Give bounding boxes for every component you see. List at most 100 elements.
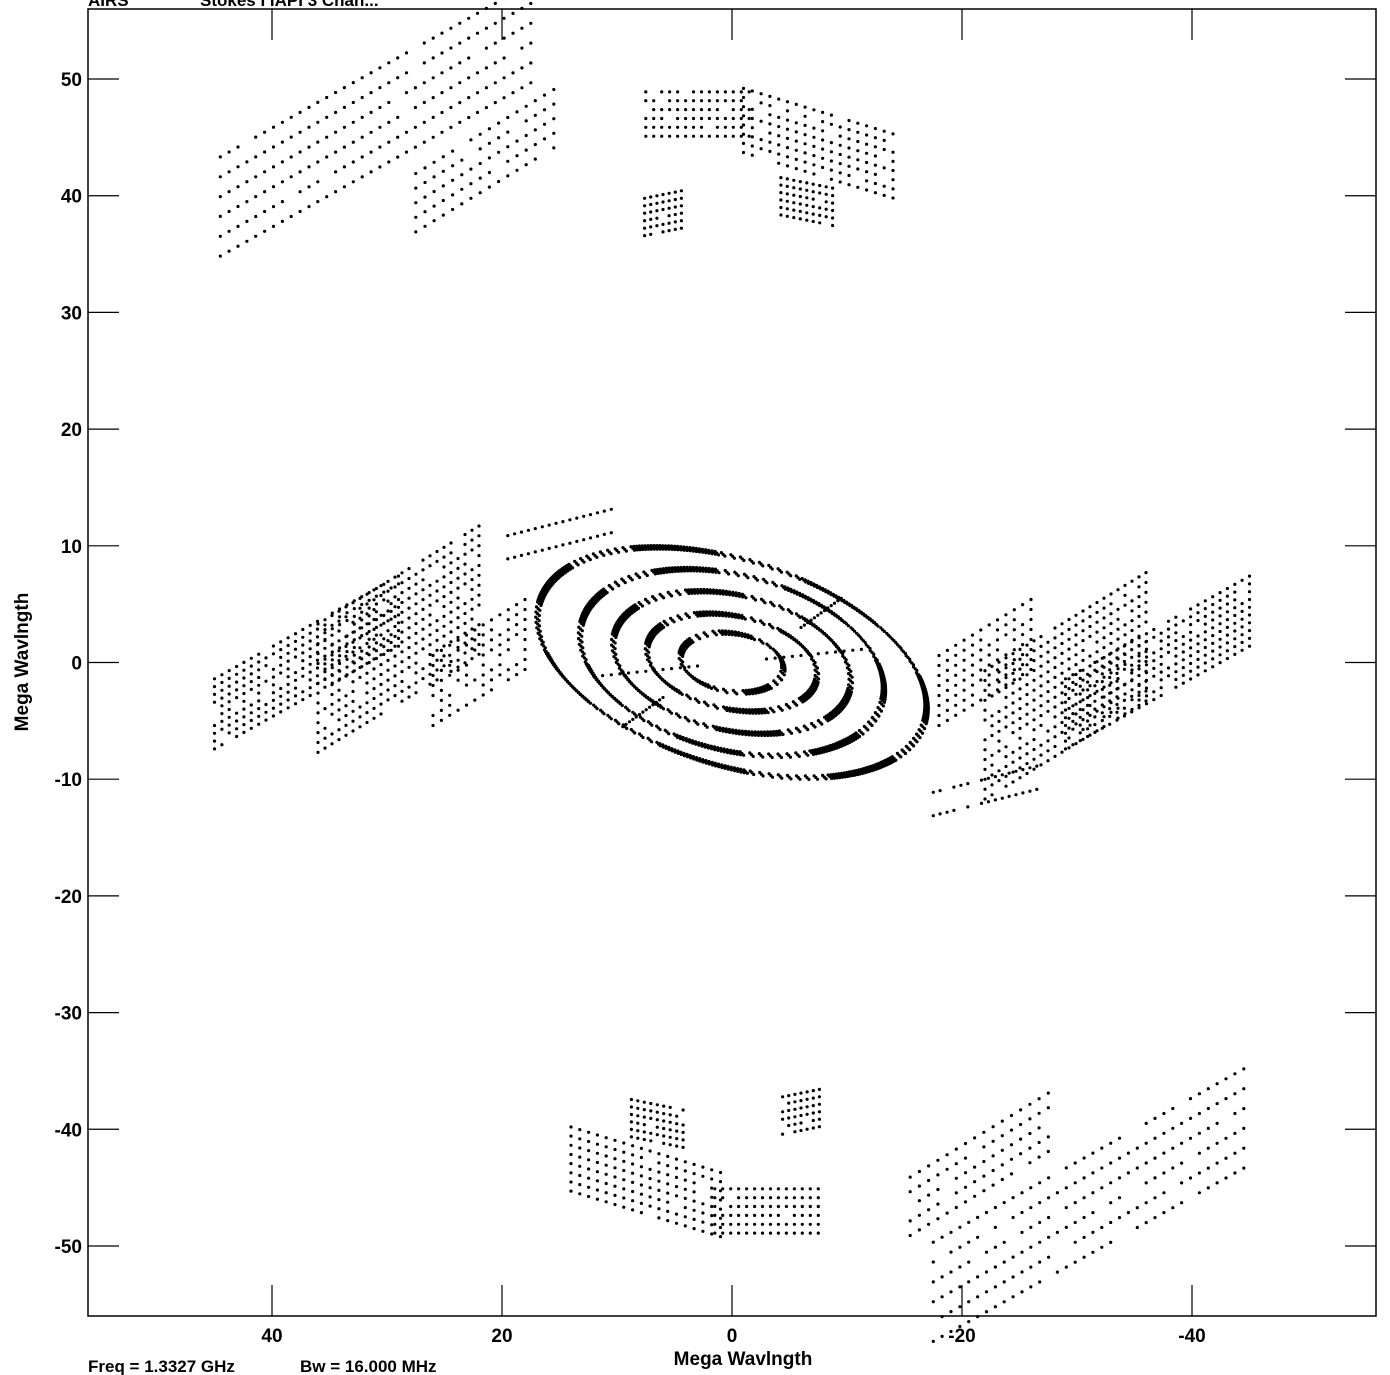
y-tick-label: -30 xyxy=(55,1004,82,1025)
uv-point xyxy=(478,176,482,180)
uv-point xyxy=(856,130,860,134)
uv-point xyxy=(648,1167,652,1171)
uv-point xyxy=(1046,709,1050,713)
uv-point xyxy=(481,663,485,667)
uv-point xyxy=(588,536,593,540)
uv-point xyxy=(1137,698,1141,702)
uv-point xyxy=(873,136,878,140)
uv-point xyxy=(1109,651,1113,655)
uv-point xyxy=(954,663,958,667)
uv-point xyxy=(1004,666,1008,670)
uv-point xyxy=(493,61,497,65)
uv-point xyxy=(721,1231,725,1235)
uv-point xyxy=(334,190,338,194)
uv-point xyxy=(212,692,217,697)
uv-point xyxy=(1028,1161,1032,1165)
uv-point xyxy=(1203,645,1207,650)
uv-point xyxy=(691,99,696,103)
uv-point xyxy=(1004,656,1008,660)
uv-point xyxy=(822,608,827,613)
uv-point xyxy=(360,155,364,159)
uv-point xyxy=(649,195,653,199)
uv-point xyxy=(661,667,665,672)
uv-point xyxy=(301,666,305,671)
uv-point xyxy=(431,56,435,60)
uv-point xyxy=(435,589,439,593)
uv-point xyxy=(435,638,439,643)
uv-point xyxy=(1028,1102,1032,1106)
uv-point xyxy=(498,653,502,657)
uv-point xyxy=(464,643,469,647)
uv-point xyxy=(931,1300,935,1304)
uv-point xyxy=(723,99,728,103)
uv-point xyxy=(1037,1155,1041,1159)
uv-point xyxy=(604,1154,608,1158)
uv-point xyxy=(467,115,471,120)
uv-point xyxy=(931,1260,935,1264)
uv-point xyxy=(987,693,991,697)
uv-point xyxy=(286,651,290,655)
uv-point xyxy=(643,226,647,230)
uv-point xyxy=(280,140,284,144)
uv-point xyxy=(227,209,231,214)
uv-point xyxy=(235,672,239,676)
uv-point xyxy=(293,694,298,698)
uv-point xyxy=(435,599,439,603)
uv-point xyxy=(592,703,596,707)
uv-point xyxy=(622,1159,626,1163)
uv-point xyxy=(667,199,671,203)
uv-point xyxy=(1130,668,1134,672)
uv-point xyxy=(718,1170,723,1175)
uv-point xyxy=(1004,673,1008,677)
uv-point xyxy=(515,139,519,143)
uv-point xyxy=(506,618,510,622)
uv-point xyxy=(900,648,904,652)
uv-point xyxy=(414,572,418,576)
uv-point xyxy=(569,1189,573,1193)
uv-point xyxy=(701,1174,705,1178)
uv-point xyxy=(442,585,446,589)
uv-point xyxy=(351,729,355,733)
uv-point xyxy=(1211,665,1215,669)
uv-point xyxy=(489,618,494,622)
uv-point xyxy=(431,76,435,80)
uv-point xyxy=(1032,747,1036,752)
uv-point xyxy=(891,159,895,163)
uv-point xyxy=(730,612,734,616)
uv-point xyxy=(655,1125,659,1129)
uv-point xyxy=(937,723,941,728)
uv-point xyxy=(646,544,650,548)
uv-point xyxy=(803,774,808,778)
uv-point xyxy=(622,1141,626,1145)
uv-point xyxy=(1032,688,1036,692)
uv-point xyxy=(759,147,763,151)
uv-point xyxy=(650,568,654,573)
uv-point xyxy=(1029,1225,1033,1229)
uv-point xyxy=(621,725,625,729)
uv-point xyxy=(1039,644,1043,649)
uv-point xyxy=(876,706,880,710)
uv-point xyxy=(979,801,984,806)
uv-point xyxy=(254,155,258,159)
uv-point xyxy=(365,691,369,695)
uv-point xyxy=(778,604,782,608)
uv-point xyxy=(421,617,425,621)
uv-point xyxy=(315,627,320,631)
uv-point xyxy=(718,589,722,593)
uv-point xyxy=(351,120,355,124)
uv-point xyxy=(542,93,547,97)
uv-point xyxy=(644,90,648,94)
uv-point xyxy=(1126,1171,1130,1175)
uv-point xyxy=(404,130,409,134)
uv-point xyxy=(806,621,810,625)
uv-point xyxy=(851,648,855,652)
uv-point xyxy=(691,125,696,129)
uv-point xyxy=(1144,640,1148,644)
uv-point xyxy=(707,566,711,571)
uv-point xyxy=(1115,671,1119,676)
uv-point xyxy=(785,773,790,778)
uv-point xyxy=(1197,1171,1201,1175)
uv-point xyxy=(661,695,665,700)
uv-point xyxy=(1021,673,1025,677)
uv-point xyxy=(489,648,494,652)
